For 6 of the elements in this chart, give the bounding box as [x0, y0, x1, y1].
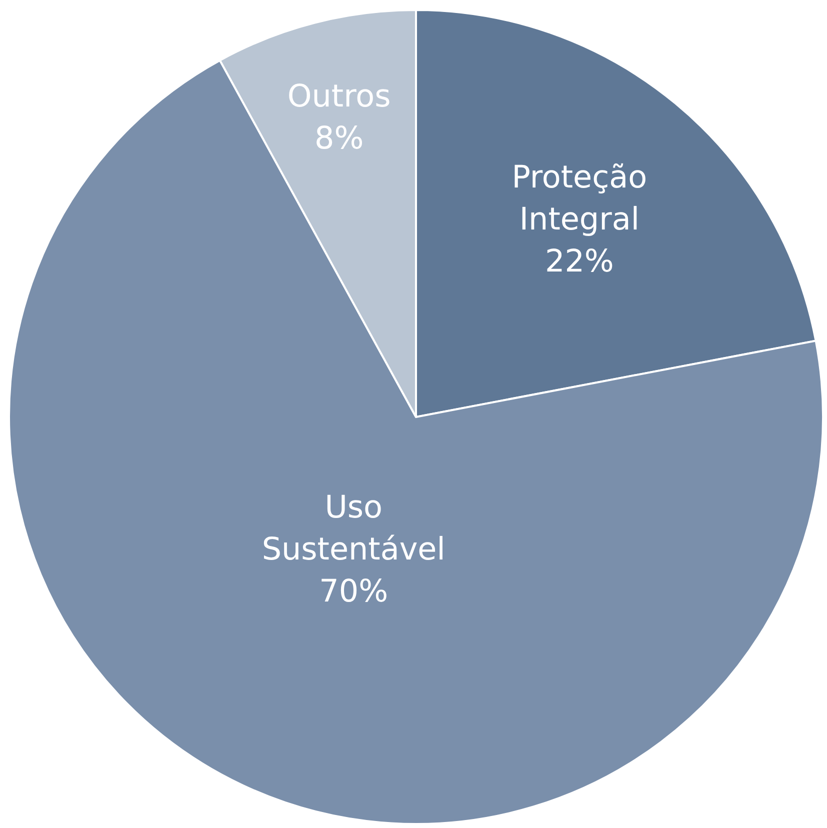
data-label: 70%	[319, 574, 388, 610]
data-label: 8%	[314, 120, 364, 156]
slice-label: Uso Sustentável	[262, 490, 446, 568]
slice-label: Proteção Integral	[512, 159, 648, 238]
data-label: 22%	[544, 243, 614, 280]
slice-label: Outros	[287, 78, 391, 114]
